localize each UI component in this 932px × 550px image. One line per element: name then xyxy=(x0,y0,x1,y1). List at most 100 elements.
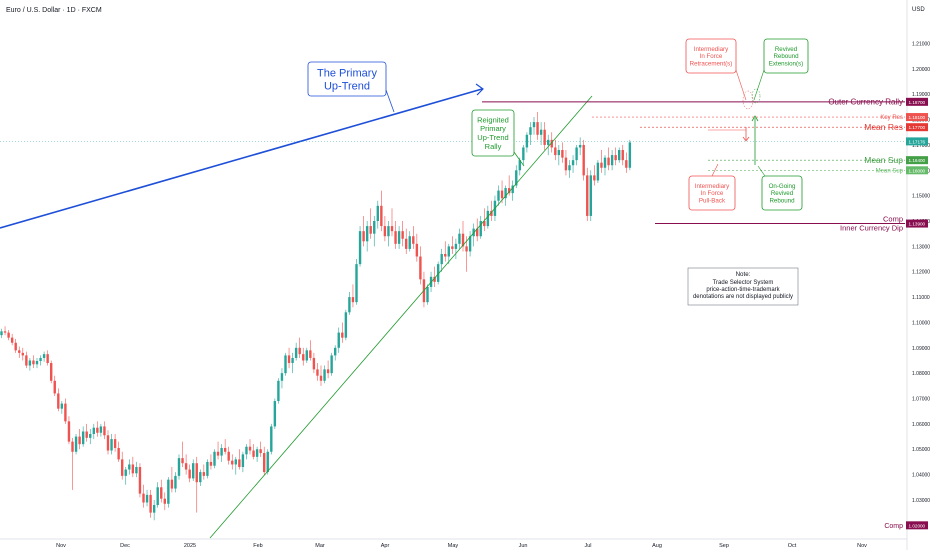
ongoing-pointer xyxy=(757,165,766,177)
candle-body xyxy=(309,350,312,358)
candle-body xyxy=(603,157,607,168)
candle-body xyxy=(497,190,500,201)
candle-body xyxy=(380,205,383,227)
candle-body xyxy=(476,228,479,237)
price-axis[interactable]: 1.03000 1.04000 1.05000 1.06000 1.07000 1.080… xyxy=(906,0,930,550)
ongoing-note-text: On-Going xyxy=(769,183,796,190)
candle-body xyxy=(479,221,482,237)
primary-trend-line xyxy=(0,88,483,229)
candle-body xyxy=(511,185,514,194)
candle-body xyxy=(586,175,589,216)
candle-body xyxy=(344,312,348,338)
candle-body xyxy=(71,441,74,452)
candle-body xyxy=(263,453,266,473)
mean-sup-label: Mean Sup xyxy=(864,155,903,165)
note-title: Note: xyxy=(736,271,751,278)
candle-body xyxy=(60,403,64,409)
annotations: The PrimaryUp-TrendReignitedPrimaryUp-Tr… xyxy=(307,38,809,306)
candle-body xyxy=(326,369,330,374)
candle-body xyxy=(0,331,3,336)
candle-body xyxy=(454,243,458,249)
candle-body xyxy=(7,332,10,338)
candle-body xyxy=(92,427,95,435)
retracement-marker xyxy=(742,90,754,110)
candle-body xyxy=(266,451,269,473)
mean-res-tag-text: 1.17700 xyxy=(909,125,926,130)
candle-body xyxy=(483,221,486,227)
reignited-pointer xyxy=(513,151,525,167)
primary-trend-arrow xyxy=(475,83,484,96)
current-price-tag xyxy=(906,137,928,146)
revived-marker xyxy=(751,88,761,104)
time-tick-label: Nov xyxy=(857,543,867,549)
candle-body xyxy=(362,231,365,242)
revived-note-text: Revived xyxy=(775,46,798,53)
candle-body xyxy=(248,446,252,451)
candle-body xyxy=(547,139,550,145)
mean-sup2-tag-text: 1.16000 xyxy=(909,168,926,173)
candle-body xyxy=(312,357,316,370)
candle-body xyxy=(355,264,358,303)
pullback-note-text: Intermediary xyxy=(695,183,730,190)
candle-body xyxy=(273,401,277,427)
candle-body xyxy=(294,347,298,358)
candle-body xyxy=(28,360,32,366)
candle-body xyxy=(433,276,436,282)
candle-body xyxy=(500,190,504,199)
primary-trend-pointer xyxy=(385,89,395,113)
candle-body xyxy=(383,226,387,237)
note-body-line: price-action-time-trademark xyxy=(706,287,780,293)
candle-body xyxy=(284,355,287,374)
retracement-note-box xyxy=(685,38,737,74)
price-tick-label: 1.10000 xyxy=(912,320,930,326)
key-res-tag-text: 1.18100 xyxy=(909,115,926,120)
candle-body xyxy=(358,231,362,265)
candle-body xyxy=(436,264,440,282)
candle-body xyxy=(461,233,465,247)
candle-body xyxy=(227,451,230,461)
candle-body xyxy=(46,354,49,364)
candle-body xyxy=(287,355,291,364)
price-tick-label: 1.08000 xyxy=(912,371,930,377)
candle-body xyxy=(564,157,568,171)
price-tick-label: 1.09000 xyxy=(912,346,930,352)
ongoing-note-text: Revived xyxy=(771,190,794,197)
candle-body xyxy=(110,439,113,451)
candle-body xyxy=(468,236,472,252)
note-body-line: denotations are not displayed publicly xyxy=(693,294,793,300)
candle-body xyxy=(67,421,71,442)
candle-body xyxy=(376,205,379,222)
candle-body xyxy=(394,231,397,244)
time-axis[interactable]: Nov Dec 2025 Feb Mar Apr May Jun Jul Aug Sep Oct Nov xyxy=(0,538,907,549)
price-tick-label: 1.20000 xyxy=(912,67,930,73)
key-res-tag xyxy=(906,113,928,122)
candle-body xyxy=(614,155,617,161)
revived-pointer xyxy=(753,69,765,101)
candle-body xyxy=(152,505,156,513)
candle-body xyxy=(408,236,411,249)
candle-body xyxy=(270,426,273,452)
ongoing-arrow-head xyxy=(751,115,759,122)
price-tick-label: 1.12000 xyxy=(912,270,930,276)
candle-body xyxy=(522,147,525,161)
mean-sup-tag xyxy=(906,156,928,165)
candle-body xyxy=(337,332,340,348)
comp-bottom-tag xyxy=(906,521,928,530)
retracement-note-text: Intermediary xyxy=(694,46,729,53)
candle-body xyxy=(163,498,166,504)
candle-body xyxy=(557,150,561,156)
revived-note-text: Extension(s) xyxy=(769,60,803,67)
candle-body xyxy=(486,210,490,227)
candle-body xyxy=(618,150,621,161)
candle-body xyxy=(99,426,103,433)
comp-bottom-tag-text: 1.02000 xyxy=(909,523,926,528)
time-tick-label: Apr xyxy=(381,543,390,549)
candle-body xyxy=(223,447,227,452)
candle-body xyxy=(124,469,127,476)
comp-bottom-label: Comp xyxy=(884,523,903,530)
candle-body xyxy=(490,210,493,216)
reignited-note-text: Rally xyxy=(485,142,502,151)
candle-body xyxy=(305,350,308,361)
candle-body xyxy=(209,461,213,466)
